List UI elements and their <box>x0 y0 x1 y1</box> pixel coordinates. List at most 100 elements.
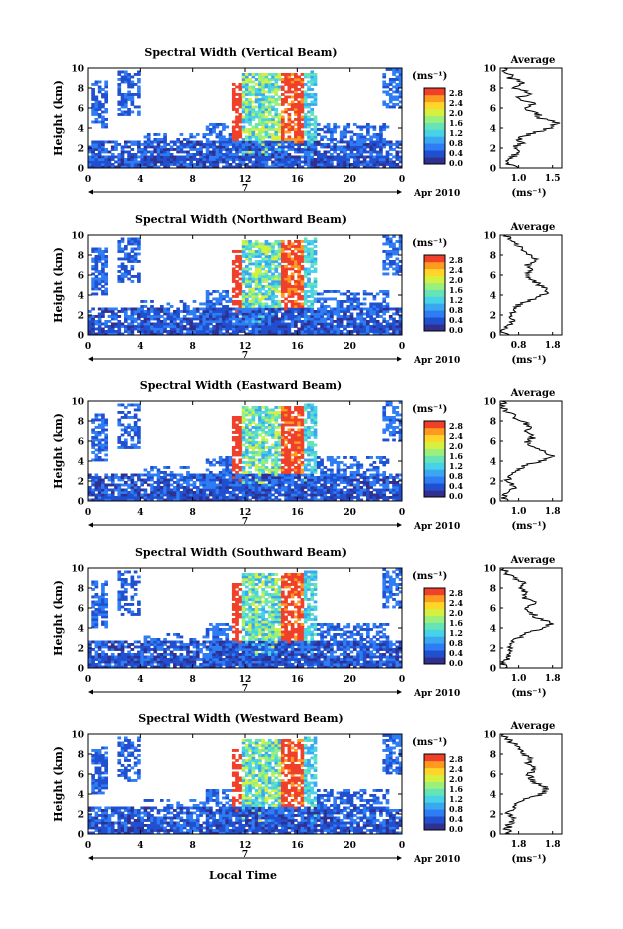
heatmap-cell <box>202 332 207 336</box>
heatmap-cell <box>300 165 305 169</box>
heatmap-cell <box>254 143 259 146</box>
heatmap-cell <box>290 312 295 316</box>
heatmap-cell <box>359 145 364 149</box>
heatmap-cell <box>251 165 256 169</box>
heatmap-cell <box>248 483 252 487</box>
heatmap-cell <box>238 140 243 144</box>
heatmap-cell <box>205 312 210 316</box>
heatmap-cell <box>182 165 187 169</box>
heatmap-cell <box>267 128 272 131</box>
heatmap-cell <box>245 423 249 427</box>
heatmap-cell <box>284 463 288 467</box>
heatmap-cell <box>280 493 285 497</box>
heatmap-cell <box>130 242 135 246</box>
heatmap-cell <box>300 85 305 89</box>
heatmap-cell <box>104 95 109 99</box>
heatmap-cell <box>267 428 272 432</box>
heatmap-cell <box>245 252 249 256</box>
heatmap-cell <box>330 290 334 293</box>
heatmap-cell <box>241 272 246 276</box>
heatmap-cell <box>117 332 122 336</box>
heatmap-cell <box>97 115 102 119</box>
heatmap-cell <box>280 292 285 296</box>
heatmap-cell <box>251 325 256 328</box>
heatmap-cell <box>379 133 383 136</box>
heatmap-cell <box>235 466 239 469</box>
heatmap-cell <box>97 481 102 484</box>
heatmap-cell <box>248 466 252 469</box>
heatmap-cell <box>316 128 321 131</box>
heatmap-cell <box>300 275 305 278</box>
heatmap-cell <box>277 280 282 283</box>
heatmap-cell <box>284 476 288 479</box>
heatmap-cell <box>91 148 95 151</box>
heatmap-cell <box>392 262 396 266</box>
heatmap-cell <box>277 463 282 467</box>
heatmap-cell <box>143 478 148 482</box>
heatmap-cell <box>218 300 223 303</box>
heatmap-cell <box>104 100 109 104</box>
heatmap-cell <box>290 165 295 169</box>
heatmap-cell <box>241 473 246 477</box>
heatmap-cell <box>238 115 243 119</box>
colorbar-frame <box>423 254 446 332</box>
heatmap-cell <box>300 493 305 497</box>
heatmap-cell <box>379 310 383 313</box>
heatmap-cell <box>339 322 344 326</box>
heatmap-cell <box>271 481 275 484</box>
heatmap-cell <box>261 148 266 151</box>
heatmap-cell <box>258 110 262 114</box>
heatmap-cell <box>284 408 288 412</box>
heatmap-cell <box>258 297 262 301</box>
heatmap-cell <box>205 483 210 487</box>
heatmap-cell <box>277 453 282 457</box>
heatmap-cell <box>179 330 184 333</box>
heatmap-cell <box>277 433 282 437</box>
heatmap-cell <box>339 165 344 169</box>
heatmap-cell <box>294 481 298 484</box>
heatmap-cell <box>225 471 230 474</box>
heatmap-cell <box>271 160 275 164</box>
heatmap-cell <box>261 135 266 139</box>
heatmap-cell <box>127 93 131 96</box>
heatmap-cell <box>277 493 282 497</box>
heatmap-cell <box>91 120 95 124</box>
heatmap-cell <box>261 75 266 79</box>
heatmap-cell <box>258 310 262 313</box>
heatmap-cell <box>114 473 118 477</box>
heatmap-cell <box>388 260 393 263</box>
heatmap-cell <box>267 90 272 94</box>
heatmap-cell <box>310 158 315 161</box>
heatmap-cell <box>133 488 138 492</box>
heatmap-cell <box>179 140 184 144</box>
heatmap-cell <box>114 498 118 502</box>
heatmap-cell <box>261 105 266 109</box>
heatmap-cell <box>133 260 138 263</box>
heatmap-cell <box>169 471 174 474</box>
heatmap-cell <box>300 78 305 81</box>
heatmap-cell <box>392 105 396 109</box>
heatmap-cell <box>258 277 262 281</box>
heatmap-cell <box>245 277 249 281</box>
heatmap-cell <box>235 300 239 303</box>
heatmap-cell <box>339 310 344 313</box>
heatmap-cell <box>398 93 403 96</box>
heatmap-cell <box>261 267 266 271</box>
heatmap-cell <box>313 75 318 79</box>
heatmap-cell <box>186 155 190 159</box>
heatmap-cell <box>339 305 344 308</box>
heatmap-cell <box>261 280 266 283</box>
heatmap-cell <box>88 330 92 333</box>
heatmap-cell <box>307 315 311 318</box>
heatmap-cell <box>388 252 393 256</box>
heatmap-cell <box>300 315 305 318</box>
heatmap-cell <box>297 295 301 298</box>
heatmap-cell <box>372 165 377 169</box>
heatmap-cell <box>241 245 246 248</box>
heatmap-cell <box>297 327 301 331</box>
heatmap-cell <box>97 483 102 487</box>
heatmap-cell <box>346 322 351 326</box>
heatmap-cell <box>267 483 272 487</box>
heatmap-cell <box>274 476 279 479</box>
